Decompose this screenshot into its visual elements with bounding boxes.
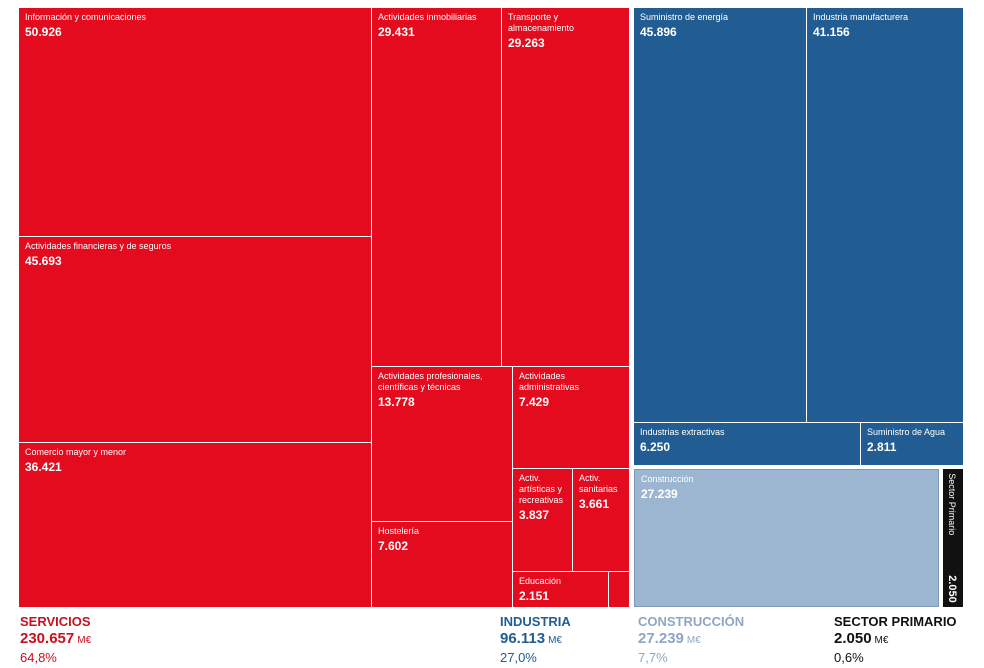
cell-label: Suministro de energía bbox=[640, 12, 729, 22]
cell-label: Actividades inmobiliarias bbox=[378, 12, 477, 22]
treemap-cell-comercio-mayor-y-menor: Comercio mayor y menor 36.421 bbox=[19, 443, 371, 607]
cell-value: 45.693 bbox=[25, 254, 62, 268]
cell-value: 6.250 bbox=[640, 440, 671, 454]
cell-label: Construcción bbox=[641, 474, 694, 484]
summary-pct: 7,7% bbox=[638, 650, 668, 665]
treemap-cell-sector-primario: Sector Primario 2.050 bbox=[943, 469, 963, 607]
cell-value: 7.602 bbox=[378, 539, 409, 553]
cell-label: Industria manufacturera bbox=[813, 12, 909, 22]
treemap-cell-actividades-financieras-y-de-seguros: Actividades financieras y de seguros 45.6… bbox=[19, 237, 371, 442]
treemap-cell-hosteleria: Hostelería 7.602 bbox=[372, 522, 512, 607]
summary-pct: 0,6% bbox=[834, 650, 864, 665]
treemap-cell-activ-sanitarias: Activ. sanitarias 3.661 bbox=[573, 469, 629, 571]
treemap-cell-suministro-de-agua: Suministro de Agua 2.811 bbox=[861, 423, 963, 465]
rotated-label: Sector Primario 2.050 bbox=[944, 473, 962, 603]
treemap-cell-industria-manufacturera: Industria manufacturera 41.156 bbox=[807, 8, 963, 422]
cell-label: Sector Primario bbox=[947, 473, 957, 536]
cell-value: 7.429 bbox=[519, 395, 550, 409]
treemap-cell-suministro-de-energia: Suministro de energía 45.896 bbox=[634, 8, 806, 422]
cell-label: Información y comunicaciones bbox=[25, 12, 147, 22]
treemap-cell-actividades-administrativas: Actividades administrativas 7.429 bbox=[513, 367, 629, 468]
summary-total: 2.050 bbox=[834, 630, 872, 647]
summary-title: INDUSTRIA bbox=[500, 614, 571, 629]
treemap-cell-educacion: Educación 2.151 bbox=[513, 572, 608, 607]
cell-value: 50.926 bbox=[25, 25, 62, 39]
summary-total: 230.657 bbox=[20, 630, 75, 647]
cell-label: Comercio mayor y menor bbox=[25, 447, 127, 457]
cell-value: 27.239 bbox=[641, 487, 678, 501]
summary-construccion: CONSTRUCCIÓN 27.239 M€ 7,7% bbox=[638, 614, 744, 666]
summary-unit: M€ bbox=[77, 635, 92, 646]
cell-value: 45.896 bbox=[640, 25, 677, 39]
summary-servicios: SERVICIOS 230.657 M€ 64,8% bbox=[20, 614, 91, 666]
cell-value: 2.050 bbox=[946, 575, 958, 603]
summary-sector-primario: SECTOR PRIMARIO 2.050 M€ 0,6% bbox=[834, 614, 957, 666]
treemap-cell-activ-artisticas-y-recreativas: Activ. artísticas y recreativas 3.837 bbox=[513, 469, 572, 571]
summary-unit: M€ bbox=[874, 635, 889, 646]
cell-label: Actividades profesionales, científicas y… bbox=[378, 371, 483, 392]
cell-value: 29.263 bbox=[508, 36, 545, 50]
treemap-cell-actividades-profesionales-cientificas-y-tecnicas: Actividades profesionales, científicas y… bbox=[372, 367, 512, 521]
summary-title: SECTOR PRIMARIO bbox=[834, 614, 957, 629]
cell-label: Suministro de Agua bbox=[867, 427, 946, 437]
cell-value: 2.151 bbox=[519, 589, 550, 603]
cell-value: 29.431 bbox=[378, 25, 415, 39]
cell-label: Actividades financieras y de seguros bbox=[25, 241, 172, 251]
cell-label: Activ. artísticas y recreativas bbox=[519, 473, 564, 505]
cell-label: Actividades administrativas bbox=[519, 371, 580, 392]
summary-pct: 64,8% bbox=[20, 650, 57, 665]
summary-industria: INDUSTRIA 96.113 M€ 27,0% bbox=[500, 614, 571, 666]
summary-total: 27.239 bbox=[638, 630, 684, 647]
treemap-chart: Información y comunicaciones 50.926 Activi… bbox=[19, 8, 963, 607]
cell-value: 3.837 bbox=[519, 508, 550, 522]
summary-title: SERVICIOS bbox=[20, 614, 91, 629]
summary-pct: 27,0% bbox=[500, 650, 537, 665]
treemap-cell-sin-etiqueta bbox=[609, 572, 629, 607]
cell-label: Hostelería bbox=[378, 526, 420, 536]
treemap-cell-actividades-inmobiliarias: Actividades inmobiliarias 29.431 bbox=[372, 8, 501, 366]
cell-value: 41.156 bbox=[813, 25, 850, 39]
cell-label: Educación bbox=[519, 576, 562, 586]
treemap-cell-transporte-y-almacenamiento: Transporte y almacenamiento 29.263 bbox=[502, 8, 629, 366]
treemap-cell-construccion: Construcción 27.239 bbox=[634, 469, 939, 607]
treemap-cell-industrias-extractivas: Industrias extractivas 6.250 bbox=[634, 423, 860, 465]
cell-label: Transporte y almacenamiento bbox=[508, 12, 575, 33]
cell-value: 2.811 bbox=[867, 440, 897, 454]
summary-title: CONSTRUCCIÓN bbox=[638, 614, 745, 629]
summary-unit: M€ bbox=[548, 635, 562, 646]
cell-label: Industrias extractivas bbox=[640, 427, 725, 437]
cell-value: 13.778 bbox=[378, 395, 415, 409]
cell-value: 3.661 bbox=[579, 497, 610, 511]
treemap-cell-informacion-y-comunicaciones: Información y comunicaciones 50.926 bbox=[19, 8, 371, 236]
cell-label: Activ. sanitarias bbox=[579, 473, 618, 494]
summary-total: 96.113 bbox=[500, 630, 546, 647]
summary-unit: M€ bbox=[686, 635, 701, 646]
cell-value: 36.421 bbox=[25, 460, 62, 474]
